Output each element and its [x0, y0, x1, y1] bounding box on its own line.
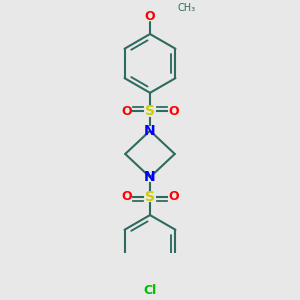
Text: O: O [168, 105, 178, 118]
Text: O: O [122, 105, 132, 118]
Text: O: O [168, 190, 178, 203]
Text: N: N [144, 170, 156, 184]
Text: Cl: Cl [143, 284, 157, 297]
Text: O: O [145, 11, 155, 23]
Text: CH₃: CH₃ [177, 3, 195, 13]
Text: S: S [145, 190, 155, 203]
Text: O: O [122, 190, 132, 203]
Text: N: N [144, 124, 156, 138]
Text: S: S [145, 104, 155, 118]
